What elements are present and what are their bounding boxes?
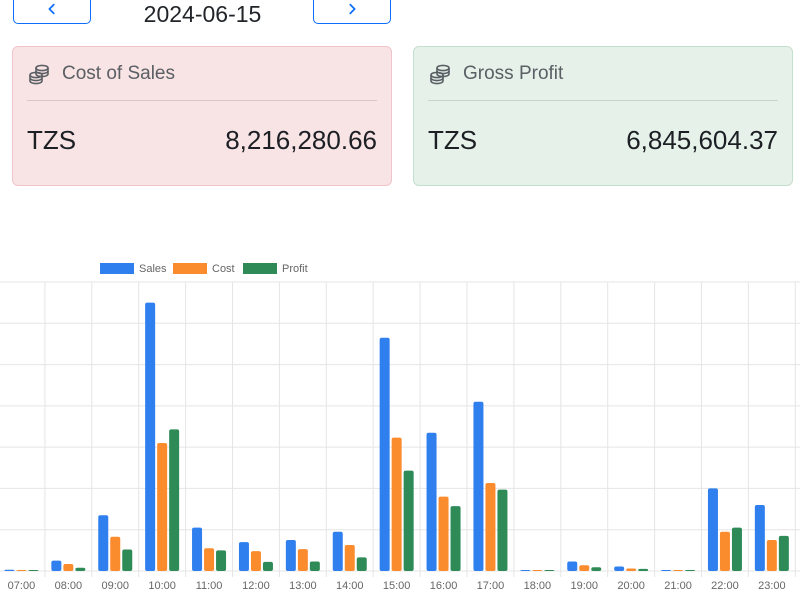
legend-label-sales[interactable]: Sales: [139, 263, 167, 275]
bar-cost-1200: [250, 551, 261, 571]
bar-cost-1500: [391, 437, 402, 571]
next-day-button[interactable]: [313, 0, 391, 24]
legend-swatch-profit[interactable]: [243, 263, 277, 274]
bar-sales-2100: [661, 570, 672, 571]
bar-cost-0900: [110, 536, 121, 571]
bar-profit-2300: [778, 535, 789, 571]
bar-cost-2200: [719, 531, 730, 571]
x-tick-label: 17:00: [477, 580, 505, 592]
bar-profit-0700: [28, 570, 39, 571]
bar-sales-2300: [754, 504, 765, 571]
gross-profit-card: Gross Profit TZS 6,845,604.37: [413, 46, 793, 186]
x-tick-label: 23:00: [758, 580, 786, 592]
bar-sales-0700: [4, 569, 15, 571]
bar-profit-0900: [122, 549, 133, 571]
bar-sales-2200: [707, 488, 718, 571]
bar-profit-1700: [497, 489, 508, 571]
bar-sales-1600: [426, 432, 437, 571]
bar-cost-2300: [766, 540, 777, 571]
current-date: 2024-06-15: [143, 1, 262, 27]
chevron-left-icon: [48, 3, 55, 15]
currency-label: TZS: [428, 125, 478, 155]
bar-sales-1200: [238, 542, 249, 571]
card-title: Cost of Sales: [62, 62, 175, 84]
card-value: TZS 8,216,280.66: [27, 125, 377, 156]
x-tick-label: 20:00: [617, 580, 645, 592]
x-tick-label: 08:00: [55, 580, 83, 592]
bar-cost-1800: [532, 570, 543, 571]
bar-profit-1600: [450, 506, 461, 571]
bar-cost-1900: [579, 565, 590, 571]
bar-profit-1100: [216, 550, 227, 571]
bar-sales-1500: [379, 337, 390, 571]
chart-grid: [0, 281, 800, 577]
bar-cost-1600: [438, 496, 449, 571]
bar-sales-1900: [567, 561, 578, 571]
amount-value: 6,845,604.37: [626, 125, 778, 155]
x-tick-label: 14:00: [336, 580, 364, 592]
x-tick-label: 22:00: [711, 580, 739, 592]
legend-swatch-cost[interactable]: [173, 263, 207, 274]
x-tick-label: 15:00: [383, 580, 411, 592]
bar-sales-0800: [51, 560, 62, 571]
bar-sales-2000: [614, 566, 625, 571]
cost-of-sales-card: Cost of Sales TZS 8,216,280.66: [12, 46, 392, 186]
bar-sales-1300: [285, 540, 296, 571]
bar-cost-0800: [63, 563, 74, 571]
legend-label-profit[interactable]: Profit: [282, 263, 308, 275]
bar-cost-2100: [673, 570, 684, 571]
bar-sales-0900: [98, 515, 109, 571]
bar-sales-1800: [520, 570, 531, 571]
bar-cost-1300: [297, 549, 308, 571]
x-tick-label: 16:00: [430, 580, 458, 592]
bar-cost-2000: [626, 568, 637, 571]
legend-label-cost[interactable]: Cost: [212, 263, 235, 275]
x-tick-label: 12:00: [242, 580, 270, 592]
bar-profit-1900: [591, 567, 602, 571]
bar-profit-1200: [262, 561, 273, 571]
legend-swatch-sales[interactable]: [100, 263, 134, 274]
bar-cost-1100: [204, 548, 215, 571]
card-header: Cost of Sales: [27, 47, 377, 101]
bar-profit-0800: [75, 567, 86, 571]
bar-profit-1500: [403, 470, 414, 571]
bar-sales-1400: [332, 531, 343, 571]
x-tick-label: 07:00: [8, 580, 36, 592]
card-header: Gross Profit: [428, 47, 778, 101]
coins-icon: [27, 62, 51, 86]
x-tick-label: 09:00: [101, 580, 129, 592]
x-tick-label: 13:00: [289, 580, 317, 592]
previous-day-button[interactable]: [13, 0, 91, 24]
x-tick-label: 18:00: [524, 580, 552, 592]
bar-sales-1100: [192, 527, 203, 571]
x-tick-label: 11:00: [196, 580, 223, 592]
bar-cost-1400: [344, 544, 355, 571]
bar-profit-2200: [731, 527, 742, 571]
x-tick-label: 10:00: [148, 580, 176, 592]
bar-profit-1800: [544, 570, 555, 571]
card-title: Gross Profit: [463, 62, 564, 84]
bar-sales-1700: [473, 401, 484, 571]
card-value: TZS 6,845,604.37: [428, 125, 778, 156]
amount-value: 8,216,280.66: [225, 125, 377, 155]
bar-cost-1000: [157, 443, 168, 571]
bar-profit-1400: [356, 557, 367, 571]
bar-profit-2000: [638, 568, 649, 571]
bar-profit-1300: [309, 561, 320, 571]
hourly-bar-chart: 07:00 08:00 09:00 10:00 11:00 12:00 13:00 14:00…: [0, 263, 800, 592]
currency-label: TZS: [27, 125, 77, 155]
x-tick-label: 19:00: [570, 580, 598, 592]
bar-cost-1700: [485, 483, 496, 571]
bar-profit-1000: [169, 429, 180, 571]
bar-profit-2100: [685, 570, 696, 571]
bar-sales-1000: [145, 302, 156, 571]
coins-icon: [428, 62, 452, 86]
chevron-right-icon: [349, 3, 356, 15]
bar-cost-0700: [16, 570, 27, 571]
x-tick-label: 21:00: [664, 580, 692, 592]
